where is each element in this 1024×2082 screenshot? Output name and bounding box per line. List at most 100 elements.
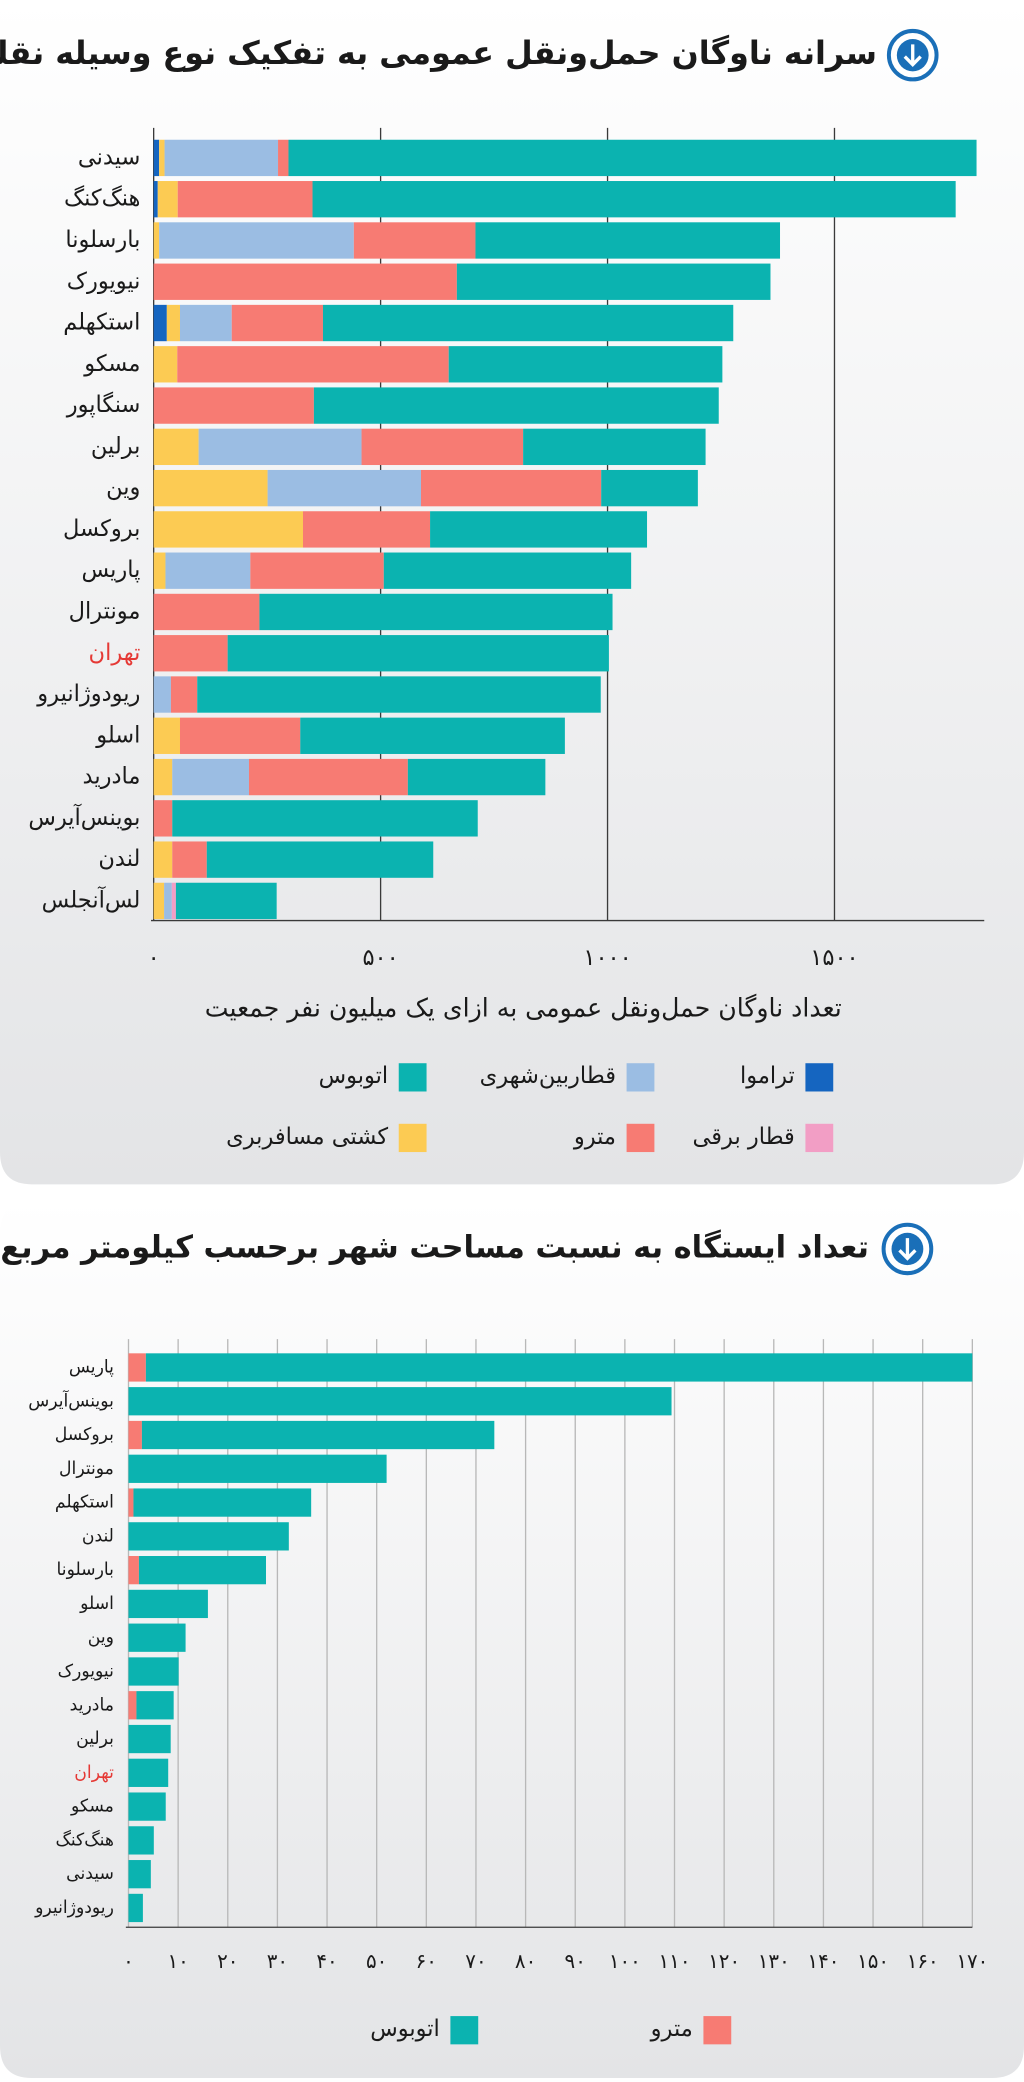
category-label: اسلو: [79, 1594, 114, 1614]
bar-segment: [407, 758, 546, 796]
category-label: سیدنی: [66, 1864, 114, 1884]
category-label: تهران: [89, 640, 141, 666]
legend-swatch: [805, 1123, 834, 1153]
bar-segment: [153, 428, 199, 466]
x-tick-label: ۱۵۰: [857, 1949, 889, 1973]
x-tick-label: ۱۳۰: [758, 1949, 790, 1973]
bar-segment: [128, 1623, 186, 1652]
bar-segment: [420, 469, 602, 507]
bar-segment: [523, 428, 706, 466]
chart-title: تعداد ایستگاه به نسبت مساحت شهر برحسب کی…: [0, 1229, 869, 1265]
legend-swatch: [626, 1063, 655, 1092]
bar-segment: [153, 387, 314, 424]
bar-segment: [153, 841, 173, 878]
bar-segment: [128, 1454, 387, 1483]
x-tick-label: ۶۰: [416, 1949, 437, 1973]
bar-segment: [128, 1556, 139, 1585]
bar-segment: [128, 1522, 289, 1551]
bar-segment: [128, 1792, 166, 1821]
bar-segment: [601, 469, 698, 507]
bar-segment: [153, 676, 171, 713]
x-tick-label: ۱۱۰: [659, 1949, 691, 1973]
category-label: نیویورک: [58, 1661, 114, 1681]
bar-segment: [456, 263, 771, 300]
category-label: مسکو: [83, 351, 140, 377]
category-label: پاریس: [69, 1357, 114, 1377]
x-tick-label: ۷۰: [465, 1949, 486, 1973]
bar-segment: [153, 469, 268, 507]
bar-segment: [278, 139, 289, 177]
legend-label: مترو: [573, 1124, 616, 1150]
category-label: اسلو: [95, 722, 140, 748]
bar-segment: [153, 593, 260, 631]
bar-segment: [171, 882, 176, 920]
category-label: بروکسل: [55, 1425, 114, 1445]
legend-swatch: [703, 2016, 732, 2045]
legend-label: تراموا: [740, 1063, 795, 1089]
category-label: لندن: [98, 846, 140, 872]
bar-segment: [128, 1589, 208, 1619]
bar-segment: [313, 387, 719, 424]
category-label: مادرید: [83, 763, 141, 789]
bar-segment: [361, 428, 524, 466]
bar-segment: [164, 139, 279, 177]
bar-segment: [128, 1826, 154, 1855]
legend-swatch: [805, 1063, 834, 1092]
bar-segment: [300, 717, 565, 754]
legend-label: قطار برقی: [693, 1124, 795, 1150]
category-label: سیدنی: [78, 144, 140, 170]
bar-segment: [153, 511, 303, 548]
bar-segment: [177, 346, 449, 383]
bar-segment: [128, 1488, 134, 1517]
bar-segment: [128, 1691, 137, 1720]
bar-segment: [157, 181, 178, 218]
bar-segment: [153, 181, 158, 218]
legend-label: کشتی مسافربری: [226, 1124, 388, 1150]
bar-segment: [248, 758, 408, 796]
bar-segment: [250, 552, 384, 589]
bar-segment: [159, 222, 354, 259]
title-icon: [886, 28, 939, 82]
bar-segment: [145, 1353, 973, 1382]
x-tick-label: ۱۷۰: [956, 1949, 988, 1973]
category-label: هنگ‌کنگ: [64, 185, 140, 212]
x-tick-label: ۱۰۰: [609, 1949, 641, 1973]
category-label: مسکو: [70, 1797, 114, 1817]
legend-label: قطاربین‌شهری: [480, 1063, 616, 1089]
category-label: وین: [106, 475, 140, 501]
category-label: بوینس‌آیرس: [28, 803, 140, 831]
bar-segment: [172, 841, 207, 878]
x-tick-label: ۰: [148, 945, 160, 971]
bar-segment: [227, 635, 609, 672]
bar-segment: [153, 635, 228, 672]
bar-segment: [175, 882, 277, 920]
category-label: ریودوژانیرو: [34, 1898, 114, 1918]
bar-segment: [448, 346, 723, 383]
category-label: استکهلم: [63, 309, 140, 335]
category-label: هنگ‌کنگ: [55, 1829, 113, 1850]
bar-segment: [128, 1657, 179, 1686]
category-label: بارسلونا: [57, 1560, 114, 1580]
x-tick-label: ۵۰: [366, 1949, 387, 1973]
x-tick-label: ۴۰: [316, 1949, 337, 1973]
x-tick-label: ۱۵۰۰: [810, 945, 858, 971]
x-tick-label: ۹۰: [565, 1949, 586, 1973]
x-tick-label: ۳۰: [267, 1949, 288, 1973]
bar-segment: [153, 717, 180, 754]
category-label: برلین: [91, 433, 140, 459]
bar-segment: [153, 346, 178, 383]
x-tick-label: ۰: [123, 1949, 134, 1973]
x-tick-label: ۵۰۰: [362, 945, 398, 971]
bar-segment: [172, 800, 478, 837]
chart-title: سرانه ناوگان حمل‌ونقل عمومی به تفکیک نوع…: [0, 34, 877, 72]
bar-segment: [206, 841, 434, 878]
bar-segment: [128, 1353, 146, 1382]
bar-segment: [128, 1724, 171, 1754]
category-label: استکهلم: [55, 1493, 114, 1513]
x-tick-label: ۱۰۰۰: [583, 945, 631, 971]
bar-segment: [153, 800, 173, 837]
x-axis-title: تعداد ناوگان حمل‌ونقل عمومی به ازای یک م…: [205, 992, 842, 1023]
bar-segment: [267, 469, 421, 507]
bar-segment: [177, 181, 313, 218]
